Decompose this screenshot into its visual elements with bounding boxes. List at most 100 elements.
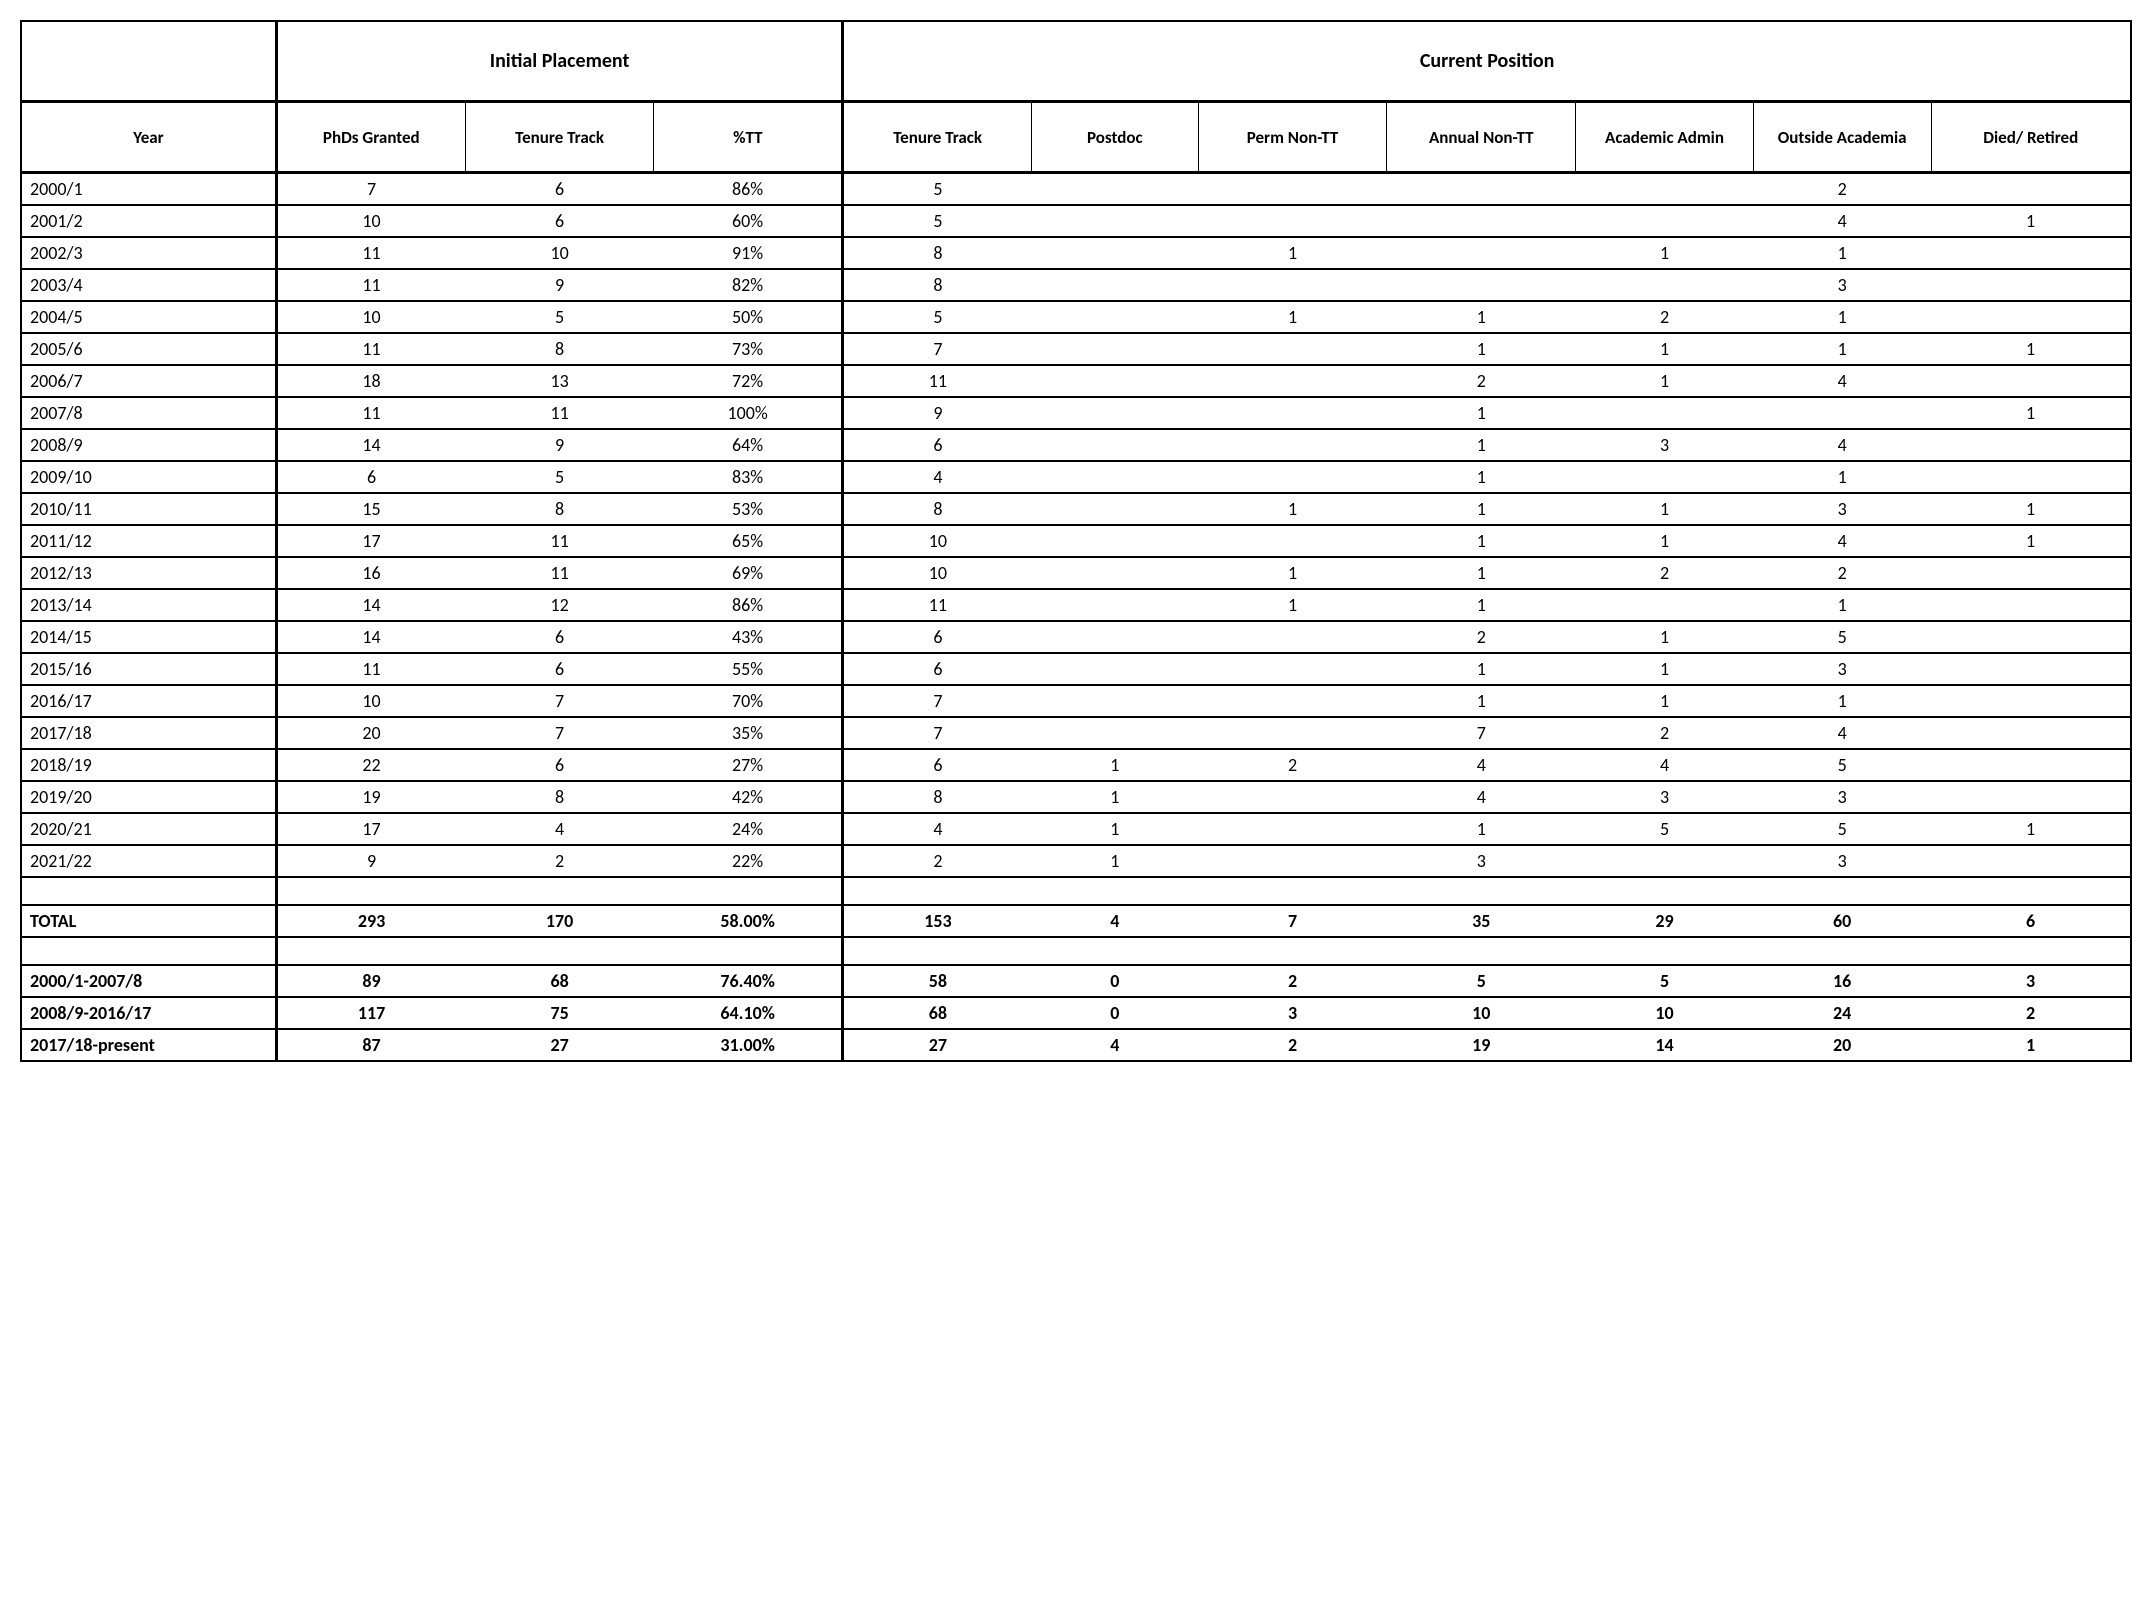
table-row: 2005/611873%71111 <box>21 333 2131 365</box>
table-cell: 15 <box>276 493 465 525</box>
table-cell: 53% <box>654 493 843 525</box>
table-cell <box>1032 653 1199 685</box>
table-cell: 11 <box>276 653 465 685</box>
table-cell <box>1032 365 1199 397</box>
table-cell: 1 <box>1753 589 1931 621</box>
table-cell: 3 <box>1753 493 1931 525</box>
table-cell: 19 <box>276 781 465 813</box>
table-cell: 2005/6 <box>21 333 276 365</box>
table-cell: 82% <box>654 269 843 301</box>
table-cell: 5 <box>1753 621 1931 653</box>
table-cell: 3 <box>1576 781 1754 813</box>
table-cell: 5 <box>1753 813 1931 845</box>
table-row: 2008/914964%6134 <box>21 429 2131 461</box>
table-row: 2013/14141286%11111 <box>21 589 2131 621</box>
table-cell: 14 <box>276 429 465 461</box>
table-cell: 16 <box>276 557 465 589</box>
table-row: 2000/17686%52 <box>21 173 2131 206</box>
table-cell: 2 <box>1387 365 1576 397</box>
table-cell <box>1931 685 2131 717</box>
table-cell: 4 <box>1753 205 1931 237</box>
header-current-position: Current Position <box>843 21 2131 102</box>
col-postdoc: Postdoc <box>1032 102 1199 173</box>
table-cell: 17 <box>276 525 465 557</box>
placement-table: Initial Placement Current Position Year … <box>20 20 2132 1062</box>
table-cell: 64.10% <box>654 997 843 1029</box>
table-cell: 29 <box>1576 905 1754 937</box>
col-perm-non-tt: Perm Non-TT <box>1198 102 1387 173</box>
table-cell <box>1032 461 1199 493</box>
table-row: 2006/7181372%11214 <box>21 365 2131 397</box>
table-cell: 2 <box>1198 1029 1387 1061</box>
table-cell: 2 <box>1931 997 2131 1029</box>
table-cell: 5 <box>1753 749 1931 781</box>
table-cell: 170 <box>465 905 654 937</box>
table-row: 2002/3111091%8111 <box>21 237 2131 269</box>
table-cell <box>1198 717 1387 749</box>
table-cell: 86% <box>654 589 843 621</box>
table-cell: 7 <box>843 717 1032 749</box>
table-cell: 4 <box>1576 749 1754 781</box>
table-cell <box>1198 333 1387 365</box>
table-cell: 1 <box>1387 397 1576 429</box>
table-cell: 3 <box>1387 845 1576 877</box>
table-cell: 91% <box>654 237 843 269</box>
table-cell: 11 <box>465 397 654 429</box>
table-cell: 5 <box>843 205 1032 237</box>
table-cell: 1 <box>1576 621 1754 653</box>
table-cell: 42% <box>654 781 843 813</box>
table-cell: 2015/16 <box>21 653 276 685</box>
table-cell: 3 <box>1753 781 1931 813</box>
table-cell: 31.00% <box>654 1029 843 1061</box>
table-cell: 11 <box>843 365 1032 397</box>
table-cell: 8 <box>843 269 1032 301</box>
table-row: 2001/210660%541 <box>21 205 2131 237</box>
group-header-row: Initial Placement Current Position <box>21 21 2131 102</box>
table-cell <box>1198 525 1387 557</box>
table-cell: 20 <box>276 717 465 749</box>
table-cell: 3 <box>1931 965 2131 997</box>
table-cell <box>1576 173 1754 206</box>
table-cell: 1 <box>1576 493 1754 525</box>
table-cell: 1 <box>1576 333 1754 365</box>
table-cell: 83% <box>654 461 843 493</box>
table-cell: 2010/11 <box>21 493 276 525</box>
table-cell: 12 <box>465 589 654 621</box>
table-cell: 2004/5 <box>21 301 276 333</box>
table-cell: 1 <box>1931 397 2131 429</box>
table-cell: 69% <box>654 557 843 589</box>
table-cell <box>1931 621 2131 653</box>
table-cell: 6 <box>843 429 1032 461</box>
table-cell: 13 <box>465 365 654 397</box>
table-cell <box>1032 301 1199 333</box>
table-cell: 70% <box>654 685 843 717</box>
table-cell: 1 <box>1576 685 1754 717</box>
table-cell: 20 <box>1753 1029 1931 1061</box>
table-cell <box>1931 589 2131 621</box>
table-cell: 2 <box>1753 173 1931 206</box>
table-cell <box>1198 781 1387 813</box>
table-cell: 1 <box>1387 493 1576 525</box>
table-cell: 1 <box>1198 589 1387 621</box>
table-row: 2010/1115853%811131 <box>21 493 2131 525</box>
table-cell: 6 <box>465 205 654 237</box>
table-cell: 2006/7 <box>21 365 276 397</box>
table-row: 2019/2019842%81433 <box>21 781 2131 813</box>
table-cell: 2012/13 <box>21 557 276 589</box>
table-cell: 58 <box>843 965 1032 997</box>
table-cell: 22 <box>276 749 465 781</box>
table-cell: 5 <box>465 301 654 333</box>
table-cell: 4 <box>1032 905 1199 937</box>
table-cell: 11 <box>843 589 1032 621</box>
table-cell: 2018/19 <box>21 749 276 781</box>
table-cell: 14 <box>1576 1029 1754 1061</box>
table-cell <box>1032 685 1199 717</box>
col-year: Year <box>21 102 276 173</box>
table-cell: 10 <box>276 301 465 333</box>
table-cell: 8 <box>843 493 1032 525</box>
table-cell: 9 <box>843 397 1032 429</box>
table-row: 2007/81111100%911 <box>21 397 2131 429</box>
table-cell: 1 <box>1387 333 1576 365</box>
table-cell: 2000/1-2007/8 <box>21 965 276 997</box>
table-cell: 2008/9-2016/17 <box>21 997 276 1029</box>
